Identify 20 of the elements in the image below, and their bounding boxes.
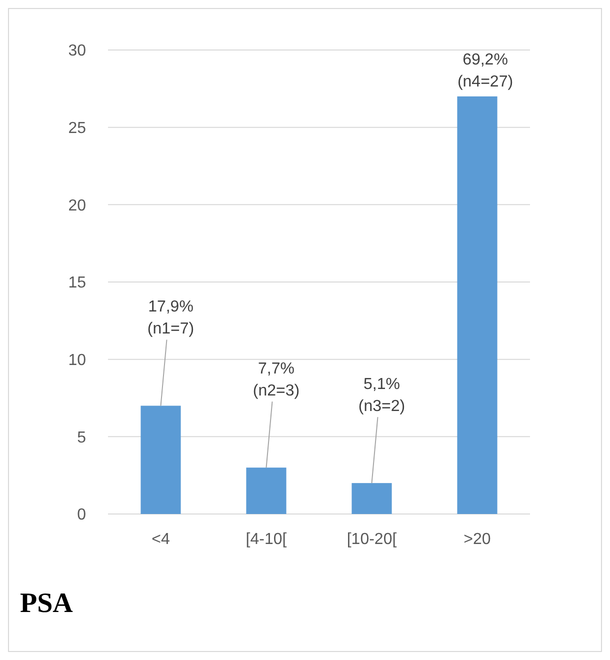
y-tick-label: 5 [77,429,86,446]
data-label: 7,7% (n2=3) [252,360,300,400]
x-tick-label: <4 [152,531,170,548]
y-tick-label: 10 [68,352,86,369]
x-tick-label: [10-20[ [346,531,398,548]
data-label: 17,9% (n1=7) [147,298,194,338]
y-tick-label: 30 [68,42,86,60]
bar [457,96,498,514]
y-tick-label: 20 [68,197,86,214]
y-tick-label: 0 [77,506,86,524]
bar [246,468,286,514]
bar [352,483,392,514]
data-label: 69,2% (n4=27) [457,51,514,90]
y-tick-label: 25 [68,120,86,137]
y-tick-label: 15 [68,274,86,292]
bar [140,406,181,514]
data-label: 5,1% (n3=2) [358,376,406,416]
text: PSA [20,588,74,619]
x-tick-label: [4-10[ [246,531,288,548]
x-tick-label: >20 [464,531,491,548]
